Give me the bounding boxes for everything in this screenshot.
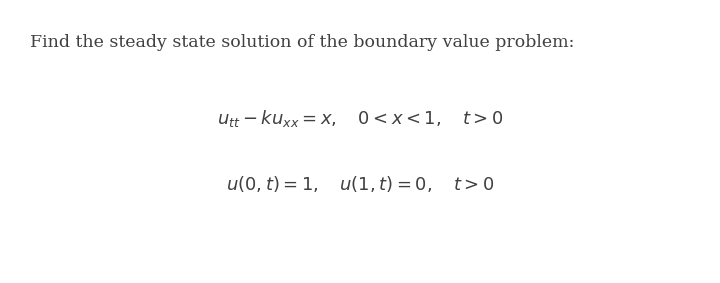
Text: $u_{tt} - ku_{xx} = x, \quad 0 < x < 1, \quad t > 0$: $u_{tt} - ku_{xx} = x, \quad 0 < x < 1, …: [217, 108, 503, 129]
Text: $u(0, t) = 1, \quad u(1, t) = 0, \quad t > 0$: $u(0, t) = 1, \quad u(1, t) = 0, \quad t…: [226, 174, 494, 194]
Text: Find the steady state solution of the boundary value problem:: Find the steady state solution of the bo…: [30, 34, 575, 51]
